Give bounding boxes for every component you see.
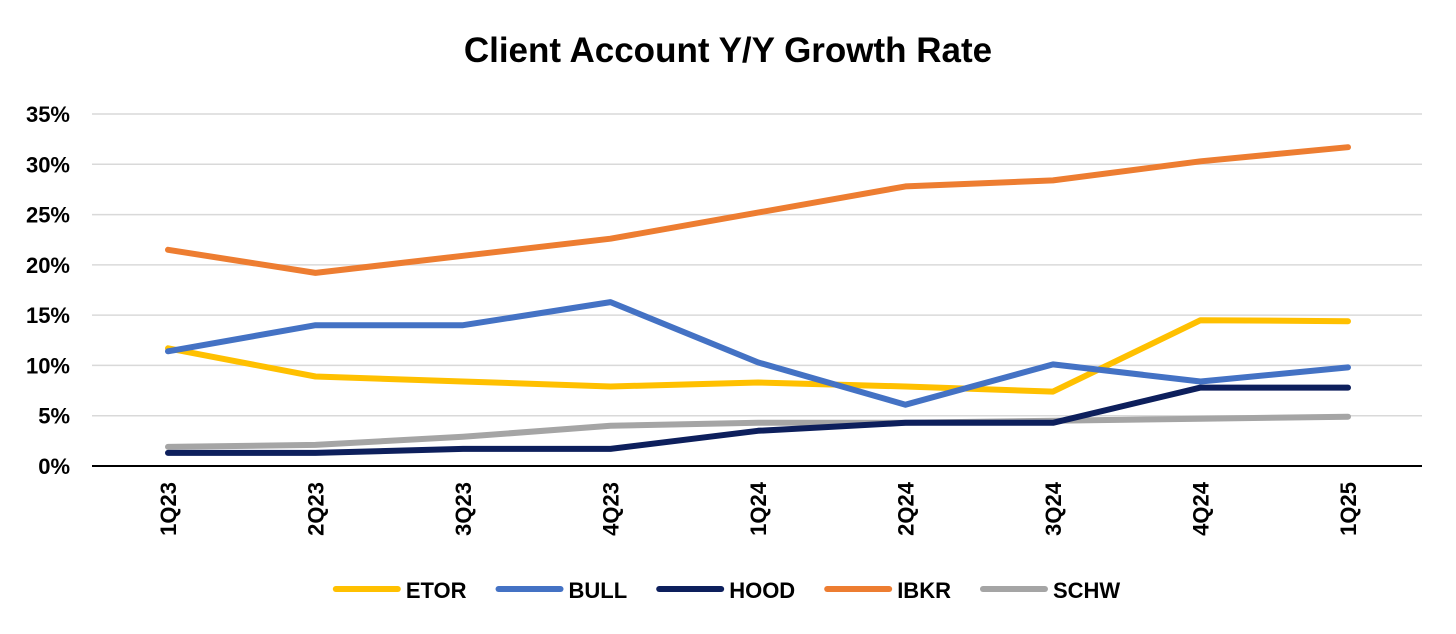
series-lines [165,144,1351,456]
legend-label-schw: SCHW [1053,578,1120,603]
x-tick-label: 1Q25 [1336,482,1361,536]
legend-label-etor: ETOR [406,578,467,603]
y-tick-label: 0% [38,454,70,479]
series-line-bull [165,299,1351,408]
legend-label-ibkr: IBKR [897,578,951,603]
y-tick-label: 20% [26,253,70,278]
legend-label-bull: BULL [569,578,628,603]
y-tick-label: 15% [26,303,70,328]
x-tick-label: 1Q24 [746,481,771,536]
x-tick-label: 3Q23 [451,482,476,536]
x-tick-label: 4Q24 [1189,481,1214,536]
series-line-etor [165,317,1351,395]
x-tick-label: 4Q23 [599,482,624,536]
series-line-schw [165,413,1351,450]
y-tick-label: 35% [26,102,70,127]
chart-title: Client Account Y/Y Growth Rate [464,31,992,70]
x-tick-label: 2Q23 [304,482,329,536]
y-tick-label: 30% [26,152,70,177]
legend: ETOR BULL HOOD IBKR SCHW [332,578,1120,603]
series-line-ibkr [165,144,1351,276]
x-tick-label: 3Q24 [1041,481,1066,536]
x-tick-label: 1Q23 [156,482,181,536]
series-line-hood [165,384,1351,456]
x-tick-label: 2Q24 [894,481,919,536]
x-axis-ticks: 1Q23 2Q23 3Q23 4Q23 1Q24 2Q24 3Q24 4Q24 1Q25 [156,481,1361,536]
y-axis-ticks: 0% 5% 10% 15% 20% 25% 30% 35% [26,102,70,479]
y-tick-label: 10% [26,353,70,378]
y-tick-label: 5% [38,404,70,429]
legend-label-hood: HOOD [729,578,795,603]
y-tick-label: 25% [26,203,70,228]
